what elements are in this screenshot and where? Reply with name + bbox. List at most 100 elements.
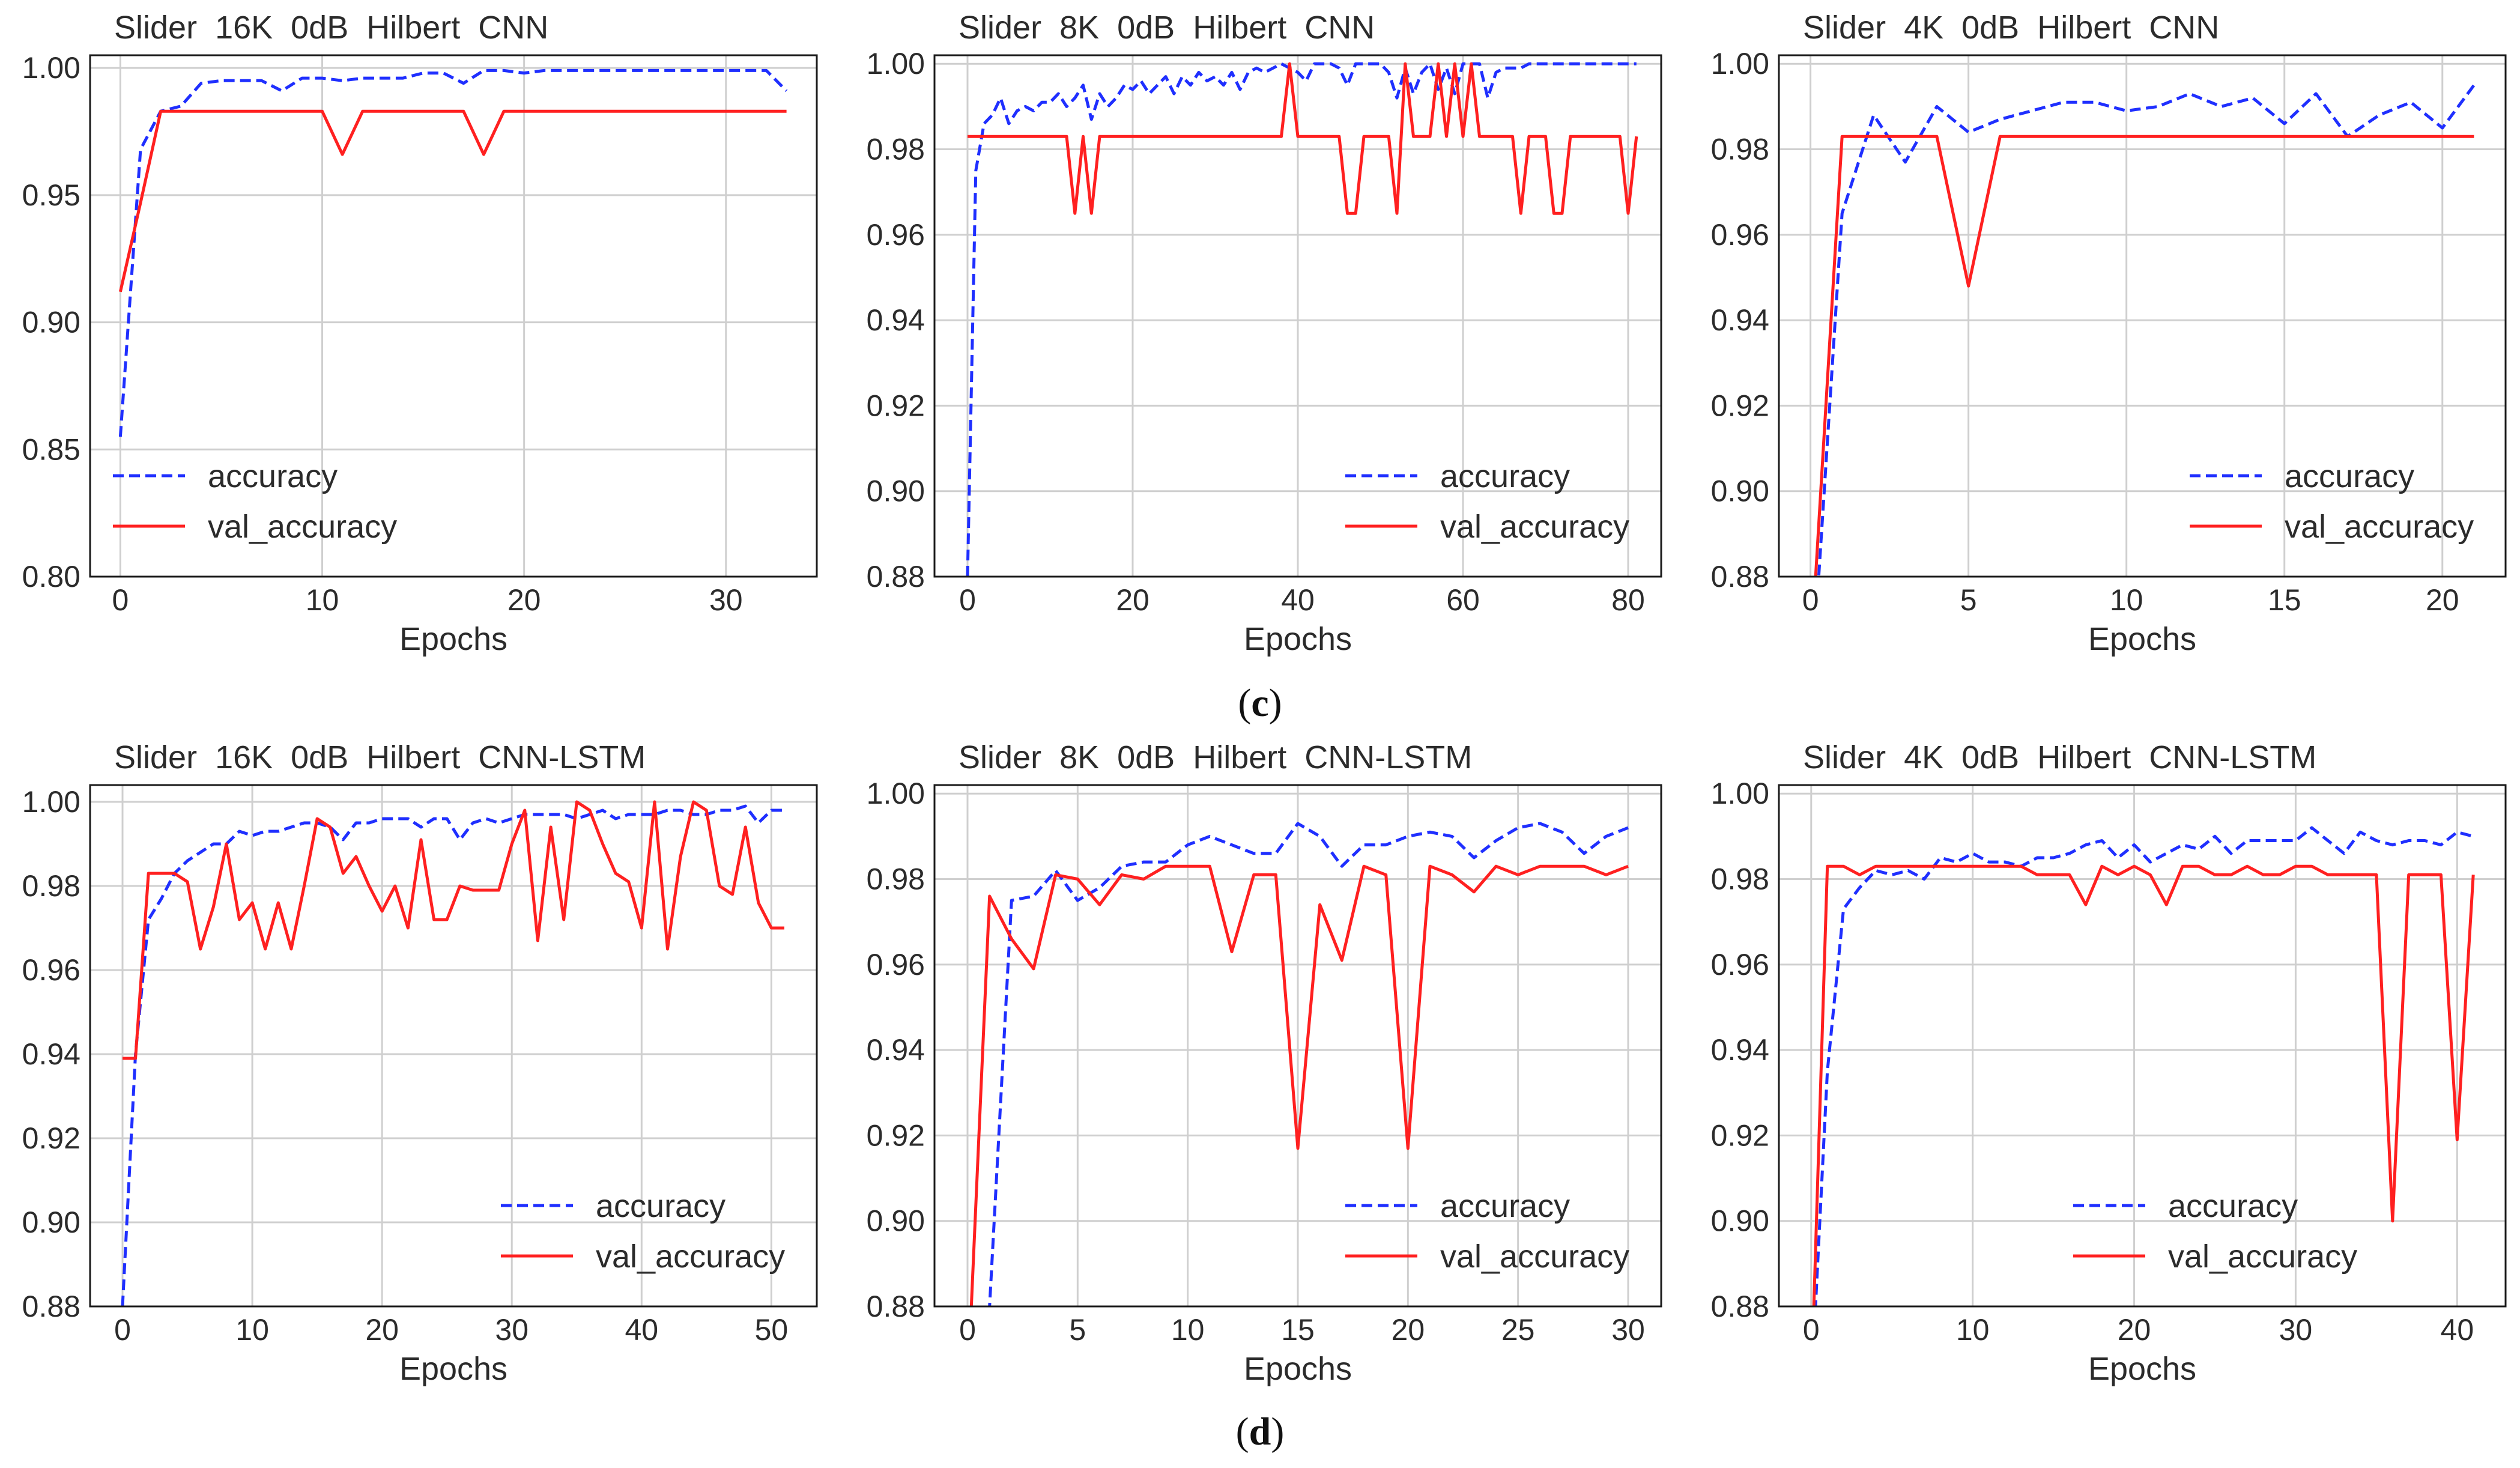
y-tick-label: 0.90 [22,306,80,339]
x-tick-label: 15 [2268,583,2301,617]
x-tick-label: 30 [709,583,743,617]
caption-c-close: ) [1269,681,1282,725]
series-group [1814,84,2476,577]
x-tick-label: 20 [1392,1313,1425,1347]
x-tick-label: 60 [1446,583,1480,617]
legend: accuracy val_accuracy [113,458,397,545]
legend-val-accuracy-label: val_accuracy [2168,1239,2357,1275]
y-tick-label: 0.94 [22,1037,80,1071]
y-tick-label: 0.96 [22,953,80,987]
x-tick-label: 10 [1171,1313,1205,1347]
y-tick-label: 0.85 [22,432,80,466]
x-tick-label: 30 [2279,1313,2313,1347]
x-tick-label: 30 [495,1313,529,1347]
chart-4: Slider 16K 0dB Hilbert CNN-LSTM 0 10 20 30 40… [22,739,818,1387]
x-tick-label: 10 [1956,1313,1990,1347]
caption-c-letter: c [1251,681,1268,725]
x-axis-label: Epochs [1244,1351,1352,1387]
chart-1: Slider 16K 0dB Hilbert CNN 0 10 20 30 0.80 0.8… [22,10,818,657]
series-group [118,68,788,437]
caption-d-letter: d [1249,1410,1271,1454]
accuracy-line [966,62,1637,577]
x-tick-label: 0 [959,1313,976,1347]
y-tick-label: 0.96 [1711,948,1769,981]
caption-d-close: ) [1271,1410,1284,1454]
y-tick-label: 0.96 [867,218,925,252]
val-accuracy-line [1812,864,2475,1306]
legend: accuracy val_accuracy [1345,458,1629,545]
x-tick-label: 20 [2118,1313,2151,1347]
val-accuracy-line [118,109,787,293]
x-tick-label: 20 [1116,583,1149,617]
legend-val-accuracy-label: val_accuracy [1440,1239,1629,1275]
x-tick-label: 30 [1611,1313,1645,1347]
series-group [1812,826,2475,1306]
plot-frame [1778,54,2507,578]
y-tick-label: 0.98 [867,863,925,896]
y-tick-label: 0.90 [867,475,925,508]
legend-accuracy-label: accuracy [1440,1188,1570,1224]
y-tick-label: 0.98 [22,869,80,903]
x-tick-label: 10 [2110,583,2143,617]
x-tick-label: 20 [507,583,541,617]
val-accuracy-line [969,864,1629,1306]
legend-val-accuracy-label: val_accuracy [596,1239,785,1275]
plot-frame [933,54,1662,578]
chart-title: Slider 8K 0dB Hilbert CNN-LSTM [959,739,1472,775]
x-tick-label: 0 [114,1313,131,1347]
x-tick-label: 40 [1281,583,1315,617]
y-tick-label: 0.88 [22,1290,80,1323]
x-tick-label: 40 [2441,1313,2474,1347]
legend-val-accuracy-label: val_accuracy [2285,509,2474,545]
y-tick-label: 1.00 [22,785,80,819]
y-tick-label: 0.94 [867,1033,925,1067]
y-tick-label: 0.92 [22,1121,80,1155]
chart-6: Slider 4K 0dB Hilbert CNN-LSTM 0 10 20 30 40 0… [1711,739,2507,1387]
legend-accuracy-label: accuracy [2168,1188,2298,1224]
y-tick-label: 1.00 [1711,47,1769,80]
x-tick-label: 0 [112,583,129,617]
y-tick-label: 0.92 [867,389,925,422]
x-tick-label: 50 [755,1313,789,1347]
caption-d-open: ( [1236,1410,1249,1454]
val-accuracy-line [968,62,1638,215]
plot-frame [933,784,1662,1308]
y-tick-label: 0.92 [867,1118,925,1152]
x-axis-label: Epochs [2088,1351,2196,1387]
accuracy-line [988,822,1629,1306]
x-tick-label: 10 [235,1313,269,1347]
chart-3: Slider 4K 0dB Hilbert CNN 0 5 10 15 20 0.88 0.9… [1711,10,2507,657]
chart-5: Slider 8K 0dB Hilbert CNN-LSTM 0 5 10 15 20 25… [867,739,1662,1387]
legend-val-accuracy-label: val_accuracy [1440,509,1629,545]
plot-frame [89,54,818,578]
x-tick-label: 15 [1281,1313,1315,1347]
accuracy-line [121,804,784,1306]
y-tick-label: 0.98 [1711,133,1769,166]
y-tick-label: 1.00 [22,51,80,85]
y-tick-label: 1.00 [867,47,925,80]
y-tick-label: 0.98 [867,133,925,166]
x-tick-label: 80 [1611,583,1645,617]
chart-title: Slider 4K 0dB Hilbert CNN-LSTM [1803,739,2316,775]
series-group [966,62,1638,577]
legend: accuracy val_accuracy [2073,1188,2357,1275]
y-tick-label: 0.88 [867,1290,925,1323]
x-tick-label: 0 [1802,583,1819,617]
accuracy-line [118,68,788,437]
caption-d: (d) [1236,1410,1285,1454]
x-tick-label: 0 [1803,1313,1820,1347]
chart-title: Slider 4K 0dB Hilbert CNN [1803,10,2219,46]
y-tick-label: 0.95 [22,178,80,212]
y-tick-label: 0.92 [1711,1118,1769,1152]
y-tick-label: 0.80 [22,560,80,593]
x-tick-label: 20 [365,1313,399,1347]
series-group [969,822,1629,1306]
legend: accuracy val_accuracy [2190,458,2474,545]
y-tick-label: 0.96 [867,948,925,981]
chart-title: Slider 16K 0dB Hilbert CNN-LSTM [114,739,646,775]
x-axis-label: Epochs [2088,621,2196,657]
chart-2: Slider 8K 0dB Hilbert CNN 0 20 40 60 80 0.88 0.… [867,10,1662,657]
y-tick-label: 0.94 [867,303,925,337]
